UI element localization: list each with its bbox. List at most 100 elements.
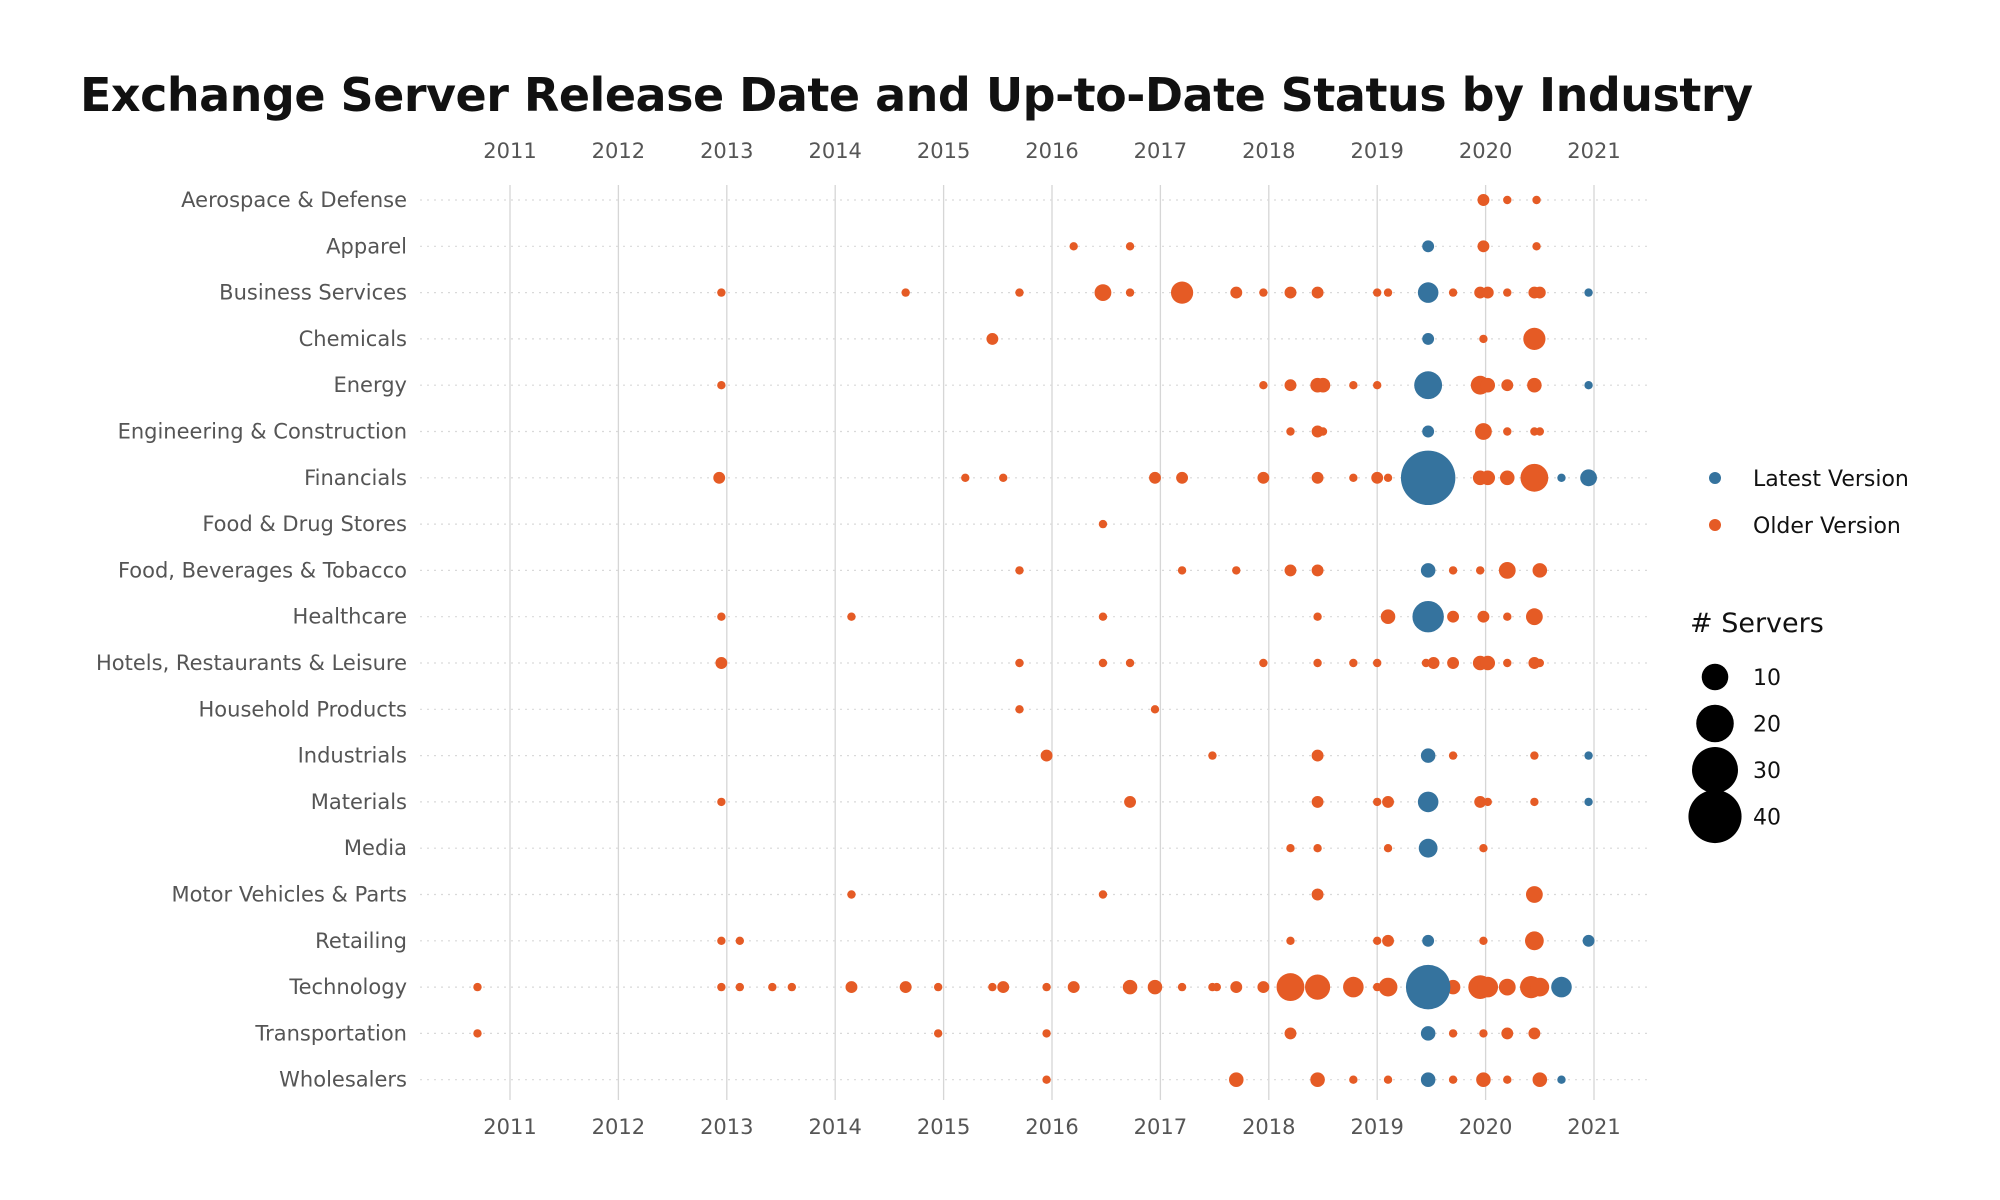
y-tick-label: Transportation (254, 1021, 407, 1045)
point-older-version (1015, 705, 1024, 714)
point-older-version (713, 471, 726, 484)
point-older-version (1382, 934, 1394, 947)
point-older-version (1098, 658, 1108, 668)
point-older-version (1448, 566, 1458, 575)
point-older-version (1378, 977, 1398, 997)
legend-swatch (1709, 519, 1721, 531)
point-older-version (1042, 1029, 1051, 1038)
x-tick-bottom-2012: 2012 (592, 1115, 645, 1139)
point-older-version (1535, 427, 1545, 436)
point-older-version (1532, 1072, 1548, 1087)
x-tick-top-2013: 2013 (700, 139, 753, 163)
point-older-version (1475, 566, 1485, 575)
point-older-version (1479, 936, 1488, 945)
y-tick-label: Energy (333, 373, 407, 397)
point-older-version (1125, 242, 1135, 251)
point-older-version (717, 288, 726, 297)
y-tick-label: Materials (311, 790, 407, 814)
point-older-version (717, 381, 726, 390)
x-tick-top-2011: 2011 (483, 139, 536, 163)
point-older-version (1532, 195, 1541, 205)
x-tick-top-2016: 2016 (1025, 139, 1078, 163)
point-latest-version (1582, 934, 1595, 947)
point-older-version (717, 797, 726, 807)
point-older-version (1427, 657, 1440, 669)
point-older-version (1530, 751, 1539, 760)
x-tick-top-2017: 2017 (1134, 139, 1187, 163)
point-latest-version (1420, 748, 1436, 763)
point-older-version (1530, 797, 1539, 807)
point-older-version (1259, 381, 1268, 390)
grid-layer (420, 185, 1650, 1100)
y-tick-label: Healthcare (293, 605, 407, 629)
point-older-version (1479, 334, 1488, 344)
point-older-version (1532, 563, 1548, 578)
point-older-version (1304, 974, 1331, 1000)
point-older-version (1286, 427, 1295, 436)
x-tick-top-2019: 2019 (1350, 139, 1403, 163)
point-older-version (1257, 981, 1270, 994)
x-tick-top-2012: 2012 (592, 139, 645, 163)
point-older-version (933, 982, 943, 992)
y-tick-label: Business Services (219, 281, 407, 305)
point-latest-version (1414, 371, 1443, 400)
point-older-version (1477, 976, 1499, 998)
size-legend-circle (1691, 746, 1739, 794)
y-tick-label: Household Products (199, 697, 407, 721)
point-older-version (1311, 795, 1324, 808)
point-older-version (473, 982, 482, 992)
point-older-version (1310, 1072, 1325, 1087)
point-older-version (1284, 286, 1297, 299)
legend: Latest Version Older Version # Servers 10 20… (1688, 467, 1909, 844)
point-older-version (1284, 564, 1297, 577)
point-older-version (717, 612, 726, 621)
point-older-version (1382, 795, 1394, 808)
point-older-version (1373, 797, 1382, 807)
point-older-version (1286, 936, 1295, 945)
point-older-version (1474, 795, 1487, 808)
point-latest-version (1420, 1026, 1436, 1041)
point-older-version (1318, 427, 1328, 436)
y-tick-label: Apparel (326, 234, 407, 258)
point-older-version (1313, 658, 1322, 668)
point-latest-version (1584, 751, 1593, 760)
point-older-version (1343, 976, 1364, 998)
point-latest-version (1557, 1075, 1566, 1084)
size-legend-label: 40 (1753, 806, 1781, 831)
x-tick-bottom-2015: 2015 (917, 1115, 970, 1139)
point-latest-version (1400, 450, 1456, 506)
y-tick-label: Hotels, Restaurants & Leisure (96, 651, 407, 675)
point-older-version (1147, 979, 1163, 995)
point-older-version (1311, 749, 1324, 762)
point-older-version (1230, 981, 1243, 994)
size-legend-label: 20 (1753, 713, 1781, 738)
point-older-version (787, 982, 797, 992)
point-older-version (847, 890, 856, 899)
point-older-version (1373, 381, 1382, 390)
point-older-version (1349, 1075, 1358, 1084)
point-older-version (1098, 519, 1108, 529)
point-older-version (1532, 242, 1541, 251)
point-older-version (1371, 471, 1384, 484)
point-older-version (1383, 844, 1393, 853)
point-latest-version (1580, 469, 1597, 487)
point-older-version (1503, 427, 1512, 436)
point-older-version (901, 288, 910, 297)
point-older-version (1094, 284, 1112, 301)
point-older-version (1125, 658, 1135, 668)
y-tick-label: Chemicals (299, 327, 407, 351)
y-tick-label: Aerospace & Defense (181, 188, 407, 212)
x-tick-bottom-2017: 2017 (1134, 1115, 1187, 1139)
point-older-version (1257, 471, 1270, 484)
point-latest-version (1422, 240, 1435, 253)
point-older-version (1150, 705, 1160, 714)
y-tick-label: Food, Beverages & Tobacco (118, 558, 407, 582)
point-older-version (1503, 1075, 1512, 1084)
point-older-version (1311, 564, 1324, 577)
chart-title: Exchange Server Release Date and Up-to-D… (80, 68, 1753, 122)
point-latest-version (1412, 600, 1444, 633)
point-older-version (768, 982, 777, 992)
point-latest-version (1422, 425, 1435, 438)
point-latest-version (1405, 964, 1451, 1010)
point-older-version (1373, 288, 1382, 297)
